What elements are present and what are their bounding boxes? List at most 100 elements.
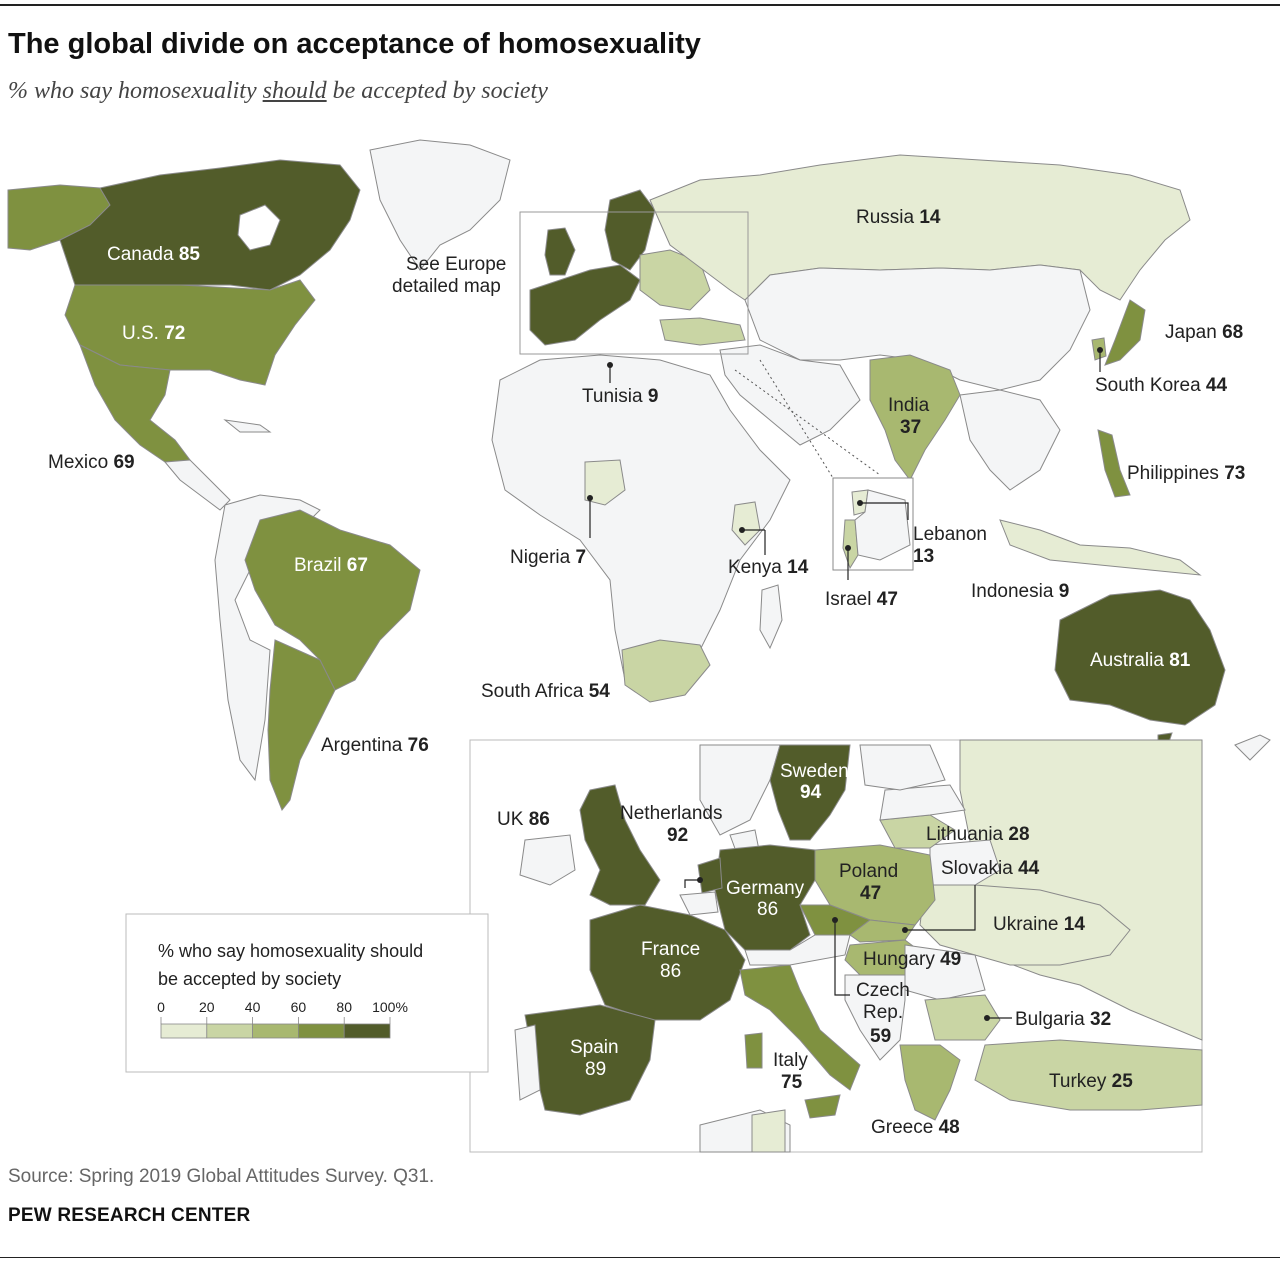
label-ukraine: Ukraine 14 xyxy=(993,914,1085,935)
top-rule xyxy=(0,4,1280,6)
world-land xyxy=(7,139,1271,811)
hudson-bay-shape xyxy=(237,204,281,251)
central-america-shape xyxy=(163,459,231,511)
bulgaria-shape xyxy=(924,994,1001,1041)
source-note: Source: Spring 2019 Global Attitudes Sur… xyxy=(8,1166,435,1187)
uk-small-shape xyxy=(544,227,576,276)
label-slovakia: Slovakia 44 xyxy=(941,858,1040,879)
levant-connector xyxy=(759,359,834,479)
africa-shape xyxy=(491,354,791,701)
se-asia-shape xyxy=(959,389,1061,491)
chart-subtitle: % who say homosexuality should be accept… xyxy=(8,78,548,104)
new-zealand-shape xyxy=(1234,734,1271,761)
greece-shape xyxy=(899,1044,961,1121)
label-spain-value: 89 xyxy=(585,1059,606,1080)
portugal-shape xyxy=(514,1024,541,1101)
legend-tick-label: 60 xyxy=(291,999,307,1015)
label-us: U.S. 72 xyxy=(122,323,185,344)
sweden-shape xyxy=(769,744,851,841)
label-lithuania: Lithuania 28 xyxy=(926,824,1030,845)
legend-tick-label: 80 xyxy=(336,999,352,1015)
argentina-shape xyxy=(267,639,336,811)
india-shape xyxy=(869,354,961,481)
philippines-shape xyxy=(1097,429,1131,498)
nigeria-shape xyxy=(584,459,626,506)
label-israel: Israel 47 xyxy=(825,589,898,610)
kenya-shape xyxy=(731,501,761,546)
europe-labels: UK 86 Netherlands 92 Sweden 94 Germany 8… xyxy=(497,761,1133,1138)
label-lebanon-name: Lebanon xyxy=(913,524,987,545)
label-italy-value: 75 xyxy=(781,1072,803,1093)
label-czech-value: 59 xyxy=(870,1026,891,1047)
label-france-value: 86 xyxy=(660,961,681,982)
eastern-europe-small-shape xyxy=(639,249,711,311)
europe-inset xyxy=(469,739,1203,1153)
tunisia-inset-shape xyxy=(751,1109,786,1153)
leaders xyxy=(587,347,1103,1021)
finland-shape xyxy=(859,744,946,791)
caribbean-shape xyxy=(223,419,272,433)
belgium-shape xyxy=(679,891,719,916)
turkey-small-shape xyxy=(659,317,746,346)
label-france-name: France xyxy=(641,939,700,960)
label-czech-line2: Rep. xyxy=(863,1002,903,1023)
label-sweden-name: Sweden xyxy=(780,761,849,782)
label-netherlands-value: 92 xyxy=(667,825,688,846)
label-spain-name: Spain xyxy=(570,1037,619,1058)
netherlands-shape xyxy=(697,857,723,894)
label-australia: Australia 81 xyxy=(1090,650,1191,671)
organization-name: PEW RESEARCH CENTER xyxy=(8,1205,251,1226)
turkey-shape xyxy=(974,1039,1203,1111)
italy-shape xyxy=(739,964,861,1091)
label-russia: Russia 14 xyxy=(856,207,941,228)
germany-shape xyxy=(714,844,816,951)
south-america-north-shape xyxy=(214,494,321,782)
legend-tick-label: 0 xyxy=(157,999,165,1015)
russia-shape xyxy=(649,154,1191,301)
label-greece: Greece 48 xyxy=(871,1117,960,1138)
canada-shape xyxy=(59,159,361,291)
label-kenya: Kenya 14 xyxy=(728,557,809,578)
brazil-shape xyxy=(244,509,421,691)
label-bulgaria: Bulgaria 32 xyxy=(1015,1009,1111,1030)
label-canada: Canada 85 xyxy=(107,244,200,265)
europe-note-line2: detailed map xyxy=(392,276,501,297)
legend-swatches xyxy=(160,1023,391,1039)
central-asia-shape xyxy=(744,264,1091,391)
label-indonesia: Indonesia 9 xyxy=(971,581,1069,602)
label-hungary: Hungary 49 xyxy=(863,949,961,970)
chart-title: The global divide on acceptance of homos… xyxy=(8,28,701,60)
legend-swatch xyxy=(206,1023,254,1039)
legend-swatch xyxy=(297,1023,345,1039)
indonesia-shape xyxy=(999,519,1202,576)
label-germany-name: Germany xyxy=(726,878,805,899)
europe-locator-box xyxy=(519,211,749,355)
label-india-value: 37 xyxy=(900,417,921,438)
label-brazil: Brazil 67 xyxy=(294,555,368,576)
sicily-shape xyxy=(804,1094,841,1119)
label-japan: Japan 68 xyxy=(1165,322,1243,343)
label-nigeria: Nigeria 7 xyxy=(510,547,586,568)
label-tunisia: Tunisia 9 xyxy=(582,386,658,407)
latvia-estonia-shape xyxy=(879,784,966,821)
label-poland-name: Poland xyxy=(839,861,898,882)
label-south-korea: South Korea 44 xyxy=(1095,375,1227,396)
slovakia-shape xyxy=(849,919,916,943)
legend-ticks: 0 20 40 60 80 100% xyxy=(157,999,408,1024)
legend-tick-label: 20 xyxy=(199,999,215,1015)
label-turkey: Turkey 25 xyxy=(1049,1071,1133,1092)
label-czech-line1: Czech xyxy=(856,980,910,1001)
legend: % who say homosexuality should be accept… xyxy=(125,913,489,1073)
label-mexico: Mexico 69 xyxy=(48,452,135,473)
sardinia-shape xyxy=(744,1032,763,1069)
legend-swatch xyxy=(252,1023,299,1039)
label-poland-value: 47 xyxy=(860,883,881,904)
australia-shape xyxy=(1054,589,1226,726)
label-uk: UK 86 xyxy=(497,809,550,830)
legend-tick-label: 100% xyxy=(372,999,408,1015)
mexico-shape xyxy=(79,343,191,463)
levant-neighbors-inset-shape xyxy=(854,489,911,561)
ireland-shape xyxy=(519,834,576,886)
balkans-shape xyxy=(844,974,906,1061)
